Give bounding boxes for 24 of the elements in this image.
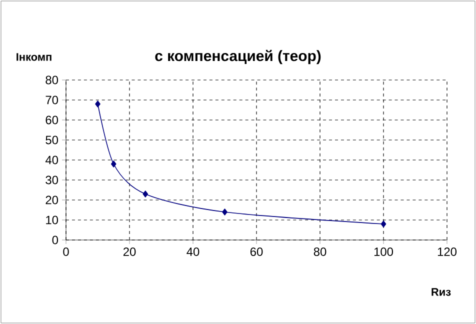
x-tick-label: 120 bbox=[438, 248, 457, 256]
y-tick-label: 30 bbox=[46, 176, 58, 184]
y-tick-label: 70 bbox=[46, 96, 58, 104]
point bbox=[110, 160, 116, 168]
x-tick-label: 20 bbox=[123, 248, 136, 256]
chart-title: с компенсацией (теор) bbox=[155, 50, 321, 64]
y-tick-label: 20 bbox=[46, 196, 58, 204]
x-tick-label: 60 bbox=[250, 248, 263, 256]
x-tick-label: 80 bbox=[314, 248, 326, 256]
y-tick-label: 0 bbox=[52, 236, 58, 244]
x-tick-label: 100 bbox=[374, 248, 394, 256]
point bbox=[380, 220, 386, 228]
point bbox=[222, 208, 228, 216]
point bbox=[95, 100, 100, 108]
y-tick-label: 80 bbox=[46, 76, 58, 84]
y-tick-label: 50 bbox=[46, 136, 58, 144]
y-tick-label: 40 bbox=[45, 156, 58, 164]
y-tick-label: 60 bbox=[46, 116, 58, 124]
x-axis-title: Rиз bbox=[432, 288, 451, 296]
point bbox=[142, 190, 148, 198]
y-tick-label: 10 bbox=[46, 216, 58, 224]
x-tick-label: 0 bbox=[63, 248, 69, 256]
x-tick-label: 40 bbox=[186, 248, 200, 256]
y-axis-title: Iнкомп bbox=[16, 53, 52, 61]
